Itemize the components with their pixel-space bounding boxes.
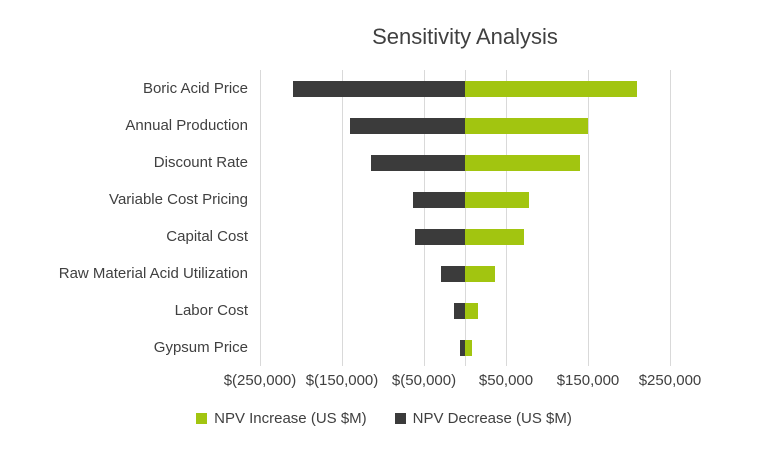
legend-swatch-icon [196,413,208,424]
bar-npv-decrease-annual-production [350,117,465,134]
gridline [424,70,425,366]
gridline [670,70,671,366]
x-tick-label: $(50,000) [391,372,457,389]
gridline [260,70,261,366]
legend-swatch-icon [394,413,406,424]
bar-npv-decrease-labor-cost [454,302,465,319]
bar-npv-increase-gypsum-price [465,339,472,356]
legend-item-npv-increase-us-m: NPV Increase (US $M) [196,410,367,427]
category-axis: Boric Acid Price Annual Production Discoun… [0,70,248,366]
bar-npv-increase-discount-rate [465,154,580,171]
bar-npv-increase-variable-cost-pricing [465,191,529,208]
gridline [588,70,589,366]
x-tick-label: $150,000 [556,372,620,389]
x-tick-label: $(150,000) [305,372,379,389]
category-label-variable-cost-pricing: Variable Cost Pricing [109,191,248,208]
legend-item-npv-decrease-us-m: NPV Decrease (US $M) [394,410,572,427]
category-label-gypsum-price: Gypsum Price [153,339,248,356]
legend: NPV Increase (US $M) NPV Decrease (US $M) [0,410,768,427]
category-label-discount-rate: Discount Rate [153,154,248,171]
gridline [342,70,343,366]
category-label-raw-material-acid-utilization: Raw Material Acid Utilization [58,265,248,282]
legend-label: NPV Decrease (US $M) [412,410,572,427]
plot-area [260,70,671,366]
bar-npv-decrease-capital-cost [414,228,465,245]
bar-npv-increase-boric-acid-price [465,80,638,97]
value-axis: $(250,000) $(150,000) $(50,000) $50,000 $150… [0,372,768,392]
bar-npv-increase-capital-cost [465,228,525,245]
x-tick-label: $250,000 [638,372,702,389]
category-label-boric-acid-price: Boric Acid Price [142,80,248,97]
bar-npv-decrease-gypsum-price [460,339,465,356]
category-label-capital-cost: Capital Cost [166,228,248,245]
bar-npv-decrease-variable-cost-pricing [412,191,465,208]
bar-npv-increase-annual-production [465,117,588,134]
bar-npv-increase-labor-cost [465,302,479,319]
bar-npv-increase-raw-material-acid-utilization [465,265,495,282]
category-label-annual-production: Annual Production [125,117,248,134]
gridline [506,70,507,366]
legend-label: NPV Increase (US $M) [214,410,367,427]
chart-title: Sensitivity Analysis [372,24,558,49]
x-tick-label: $50,000 [478,372,534,389]
bar-npv-decrease-discount-rate [370,154,465,171]
bar-npv-decrease-boric-acid-price [292,80,465,97]
bar-npv-decrease-raw-material-acid-utilization [441,265,465,282]
zero-axis-line [465,70,466,366]
category-label-labor-cost: Labor Cost [174,302,248,319]
x-tick-label: $(250,000) [223,372,297,389]
